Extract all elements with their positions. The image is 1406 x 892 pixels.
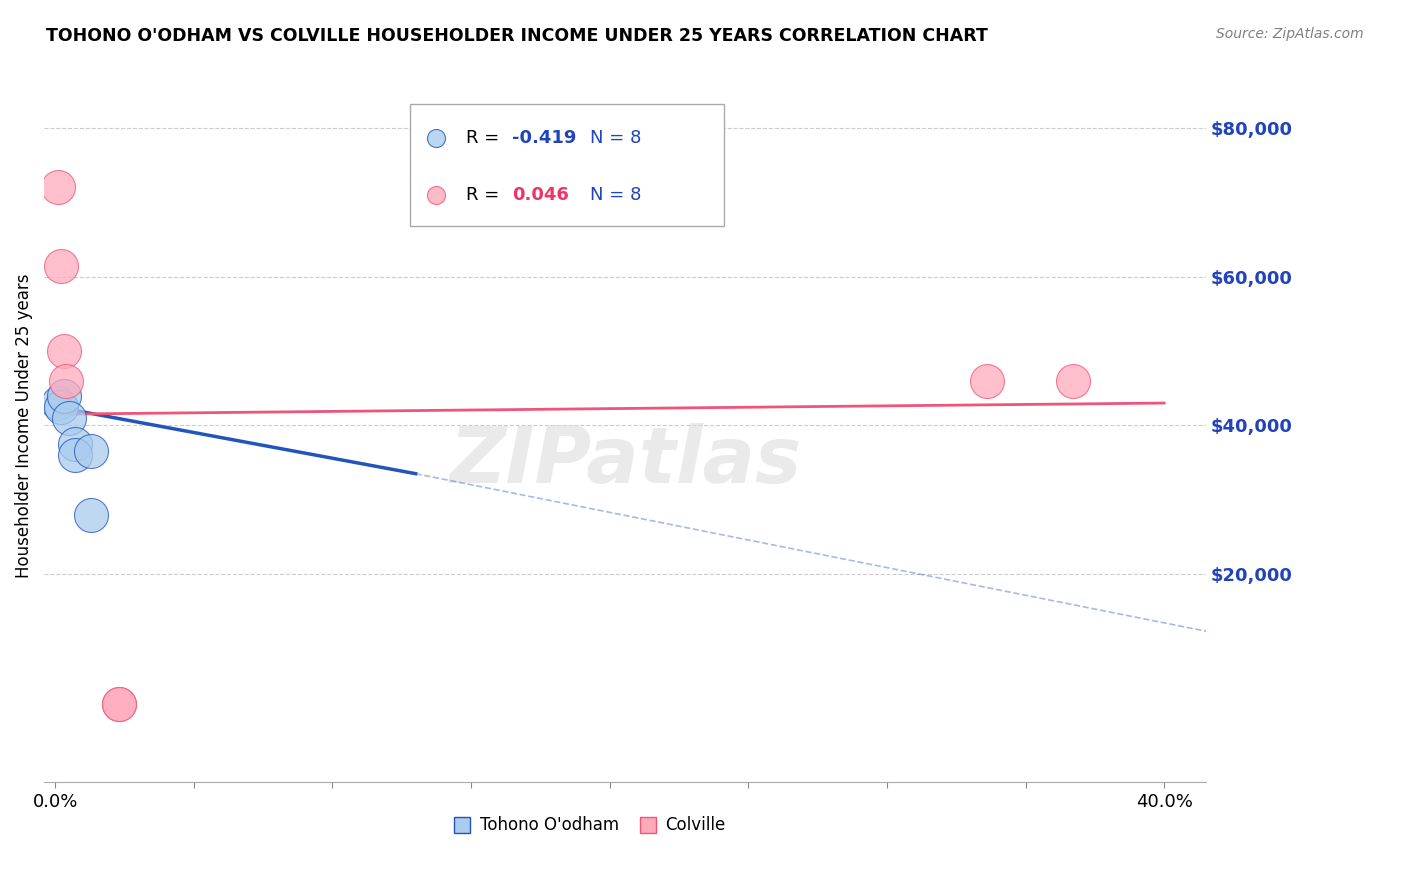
- Point: [108, 697, 131, 711]
- Point: [49, 259, 72, 273]
- Text: Colville: Colville: [665, 816, 725, 834]
- Text: ZIPatlas: ZIPatlas: [449, 423, 801, 499]
- Text: N = 8: N = 8: [591, 186, 641, 204]
- Text: R =: R =: [465, 186, 505, 204]
- Text: 0.046: 0.046: [512, 186, 569, 204]
- Point: [108, 697, 131, 711]
- Point: [63, 448, 86, 462]
- Point: [80, 508, 103, 522]
- Point: [55, 374, 77, 388]
- Text: TOHONO O'ODHAM VS COLVILLE HOUSEHOLDER INCOME UNDER 25 YEARS CORRELATION CHART: TOHONO O'ODHAM VS COLVILLE HOUSEHOLDER I…: [46, 27, 988, 45]
- Point: [52, 389, 75, 403]
- Point: [976, 374, 998, 388]
- Point: [46, 180, 69, 194]
- Point: [80, 444, 103, 458]
- Text: -0.419: -0.419: [512, 129, 576, 147]
- Point: [52, 344, 75, 359]
- Point: [49, 400, 72, 414]
- FancyBboxPatch shape: [411, 104, 724, 226]
- Point: [58, 411, 80, 425]
- Point: [46, 396, 69, 410]
- Text: Tohono O'odham: Tohono O'odham: [479, 816, 619, 834]
- Text: Source: ZipAtlas.com: Source: ZipAtlas.com: [1216, 27, 1364, 41]
- Point: [1062, 374, 1084, 388]
- Point: [63, 437, 86, 451]
- Text: R =: R =: [465, 129, 505, 147]
- Text: N = 8: N = 8: [591, 129, 641, 147]
- Y-axis label: Householder Income Under 25 years: Householder Income Under 25 years: [15, 273, 32, 578]
